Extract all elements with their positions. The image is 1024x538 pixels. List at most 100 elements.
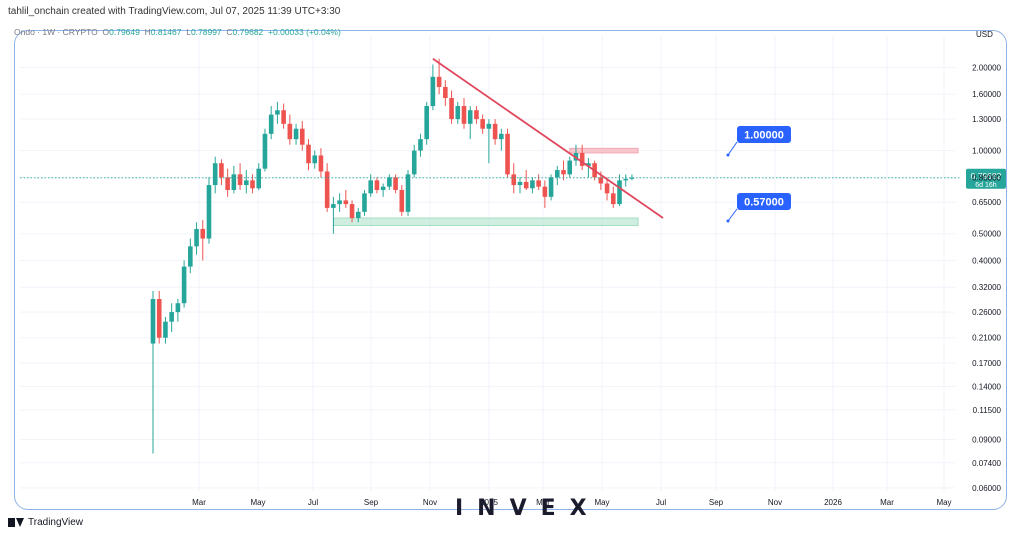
low-value: 0.78997	[190, 27, 222, 37]
candle-body	[455, 106, 461, 120]
candle-body	[430, 76, 436, 107]
open-value: 0.79649	[109, 27, 140, 37]
currency-label: USD	[976, 30, 993, 39]
candle-body	[150, 299, 156, 344]
resistance-label-anchor	[726, 153, 730, 157]
candle-body	[299, 128, 305, 145]
y-tick-label: 0.32000	[972, 283, 1001, 292]
x-tick-label: Mar	[192, 498, 206, 507]
candle-body	[169, 312, 174, 322]
candle-body	[623, 178, 629, 181]
candle-body	[262, 133, 268, 169]
support-label-pointer	[727, 208, 738, 222]
candle-body	[362, 193, 367, 212]
candle-body	[561, 170, 566, 175]
candle-body	[436, 76, 442, 87]
x-tick-label: Jul	[656, 498, 666, 507]
descending-trendline	[432, 58, 664, 219]
x-tick-label: Sep	[364, 498, 379, 507]
y-axis: 2.00000 1.60000 1.30000 1.00000 0.80000 0.650…	[972, 63, 1001, 492]
candle-body	[530, 180, 535, 189]
candle-body	[231, 174, 237, 190]
candle-body	[523, 181, 529, 189]
candle-body	[467, 110, 473, 124]
candle-body	[318, 155, 324, 172]
candle-body	[250, 180, 255, 189]
x-tick-label: May	[936, 498, 951, 507]
x-tick-label: Nov	[768, 498, 782, 507]
candle-body	[355, 211, 361, 218]
candle-body	[579, 152, 585, 166]
tradingview-logo-icon	[8, 518, 24, 527]
candle-body	[411, 150, 417, 175]
candle-body	[306, 144, 311, 164]
x-tick-label: May	[250, 498, 265, 507]
candle-body	[244, 180, 249, 186]
candle-body	[206, 185, 212, 239]
candle-body	[337, 200, 342, 205]
candle-body	[175, 303, 181, 313]
candle-body	[275, 110, 280, 115]
candle-body	[542, 186, 548, 197]
support-zone	[333, 217, 639, 226]
candle-body	[393, 177, 398, 190]
x-tick-label: Nov	[423, 498, 437, 507]
candle-body	[324, 171, 330, 208]
candle-body	[424, 106, 429, 140]
grid-lines	[20, 36, 955, 492]
y-tick-label: 0.06000	[972, 484, 1001, 493]
candle-body	[312, 155, 318, 164]
candle-body	[418, 139, 423, 151]
x-tick-label: 2025	[480, 498, 498, 507]
y-tick-label: 0.80000	[972, 173, 1001, 182]
price-tag-value: 0.79682	[971, 171, 1002, 181]
x-tick-label: Mar	[536, 498, 550, 507]
candle-body	[156, 299, 162, 338]
candle-body	[461, 106, 467, 124]
candle-body	[256, 168, 262, 189]
candle-body	[331, 204, 336, 208]
open-label: O	[102, 27, 110, 37]
y-tick-label: 0.07400	[972, 459, 1001, 468]
candle-body	[586, 163, 591, 166]
tradingview-footer[interactable]: TradingView	[8, 517, 83, 528]
candle-body	[212, 163, 218, 186]
candle-body	[399, 189, 405, 212]
y-tick-label: 0.17000	[972, 359, 1001, 368]
candle-body	[536, 180, 541, 187]
high-value: 0.81467	[150, 27, 182, 37]
candle-body	[194, 228, 199, 247]
candle-body	[629, 177, 635, 179]
candle-body	[188, 246, 193, 267]
change-value: +0.00033 (+0.04%)	[268, 27, 341, 37]
candle-body	[480, 119, 485, 129]
close-value: 0.79682	[232, 27, 264, 37]
y-tick-label: 1.00000	[972, 147, 1001, 156]
candle-body	[486, 123, 492, 129]
candle-body	[548, 177, 554, 197]
candle-body	[505, 133, 510, 175]
candle-body	[511, 174, 517, 186]
low-label: L	[186, 27, 191, 37]
x-tick-label: Sep	[709, 498, 724, 507]
x-tick-label: May	[594, 498, 609, 507]
resistance-label-pointer	[727, 141, 738, 156]
support-label-anchor	[726, 219, 730, 223]
candle-body	[492, 123, 498, 140]
candle-body	[517, 181, 523, 186]
y-tick-label: 0.11500	[973, 406, 1002, 415]
candle-body	[287, 123, 293, 140]
resistance-label-text: 1.00000	[744, 130, 784, 142]
y-tick-label: 0.26000	[972, 308, 1001, 317]
close-label: C	[226, 27, 233, 37]
x-tick-label: 2026	[824, 498, 842, 507]
y-tick-label: 0.09000	[972, 435, 1001, 444]
candles	[150, 58, 635, 454]
y-tick-label: 0.50000	[972, 230, 1001, 239]
resistance-zone	[569, 147, 639, 154]
candle-body	[474, 110, 479, 120]
y-tick-label: 0.40000	[972, 256, 1001, 265]
candle-body	[499, 133, 504, 140]
